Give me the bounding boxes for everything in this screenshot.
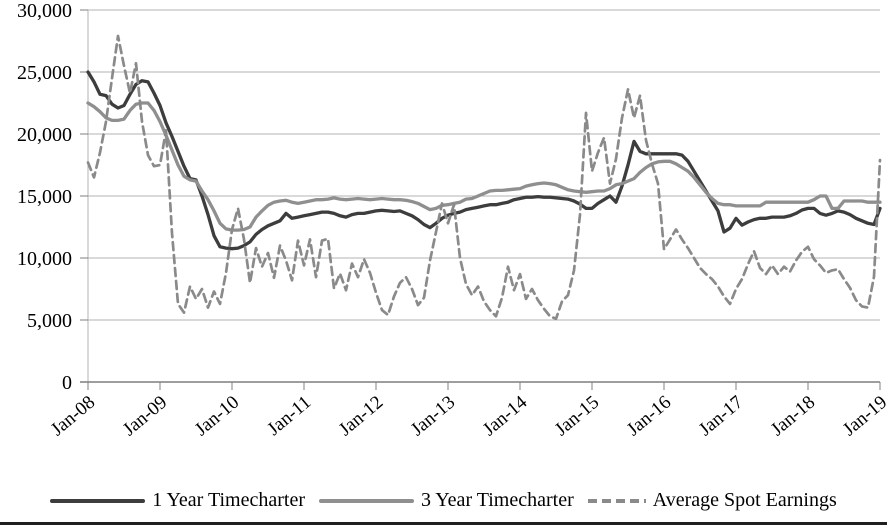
legend-item-3-year-timecharter: 3 Year Timecharter [318,489,574,512]
y-axis-label: 10,000 [17,248,72,270]
y-axis-label: 25,000 [17,62,72,84]
y-axis-label: 5,000 [27,310,72,332]
x-axis-label: Jan-15 [551,392,603,441]
legend-label-3-year-timecharter: 3 Year Timecharter [420,489,574,511]
legend-item-1-year-timecharter: 1 Year Timecharter [50,489,305,512]
x-axis-label: Jan-12 [335,392,387,441]
legend-label-average-spot-earnings: Average Spot Earnings [652,489,837,511]
legend-label-1-year-timecharter: 1 Year Timecharter [152,489,305,511]
x-axis-label: Jan-13 [407,392,459,441]
y-axis-label: 20,000 [17,124,72,146]
y-axis-label: 30,000 [17,0,72,22]
chart-legend: 1 Year Timecharter 3 Year Timecharter Av… [0,489,887,512]
y-axis-label: 15,000 [17,186,72,208]
x-axis-label: Jan-10 [191,392,243,441]
y-axis-label: 0 [62,372,72,394]
solid-dark-line-swatch [50,498,146,503]
legend-item-average-spot-earnings: Average Spot Earnings [587,489,837,512]
solid-gray-line-swatch [318,498,414,503]
x-axis-label: Jan-19 [839,392,887,441]
x-axis-label: Jan-14 [479,391,532,440]
series-3-year-timecharter [86,101,882,232]
series-1-year-timecharter [86,70,882,251]
dashed-line-swatch [587,498,646,503]
x-axis-label: Jan-17 [695,392,747,441]
x-axis-label: Jan-16 [623,392,675,441]
x-axis-label: Jan-09 [119,392,171,441]
x-axis-label: Jan-18 [767,392,819,441]
x-axis-label: Jan-11 [263,392,315,440]
series-average-spot-earnings [86,34,882,321]
x-axis-label: Jan-08 [47,392,99,441]
chart-plot-area: 30,00025,00020,00015,00010,0005,0000Jan-… [17,0,887,441]
